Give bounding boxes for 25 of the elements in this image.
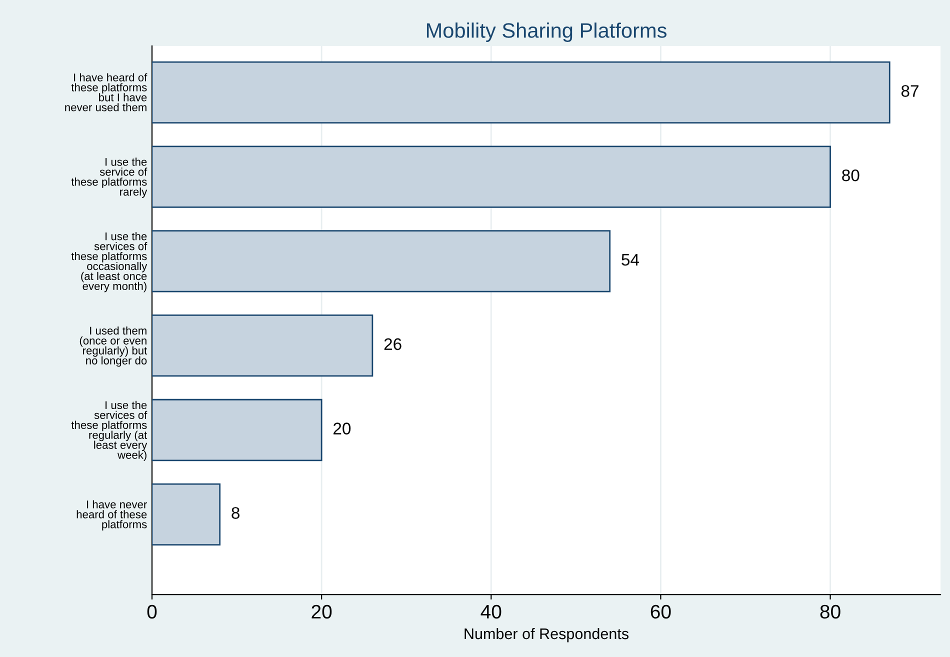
bar (152, 146, 831, 208)
x-tick-label: 80 (820, 604, 840, 619)
y-tick-label: I used them (once or even regularly) but no longer do (80, 326, 148, 367)
data-label: 8 (232, 507, 240, 519)
x-tick-label: 20 (312, 604, 332, 619)
x-tick-label: 40 (480, 604, 502, 619)
bar (152, 398, 322, 462)
data-label: 80 (842, 169, 860, 182)
chart-title: Mobility Sharing Platforms (426, 22, 666, 42)
data-label: 20 (334, 422, 351, 434)
x-tick-label: 0 (147, 604, 157, 619)
data-label: 26 (384, 338, 402, 350)
x-tick-label: 60 (650, 604, 671, 619)
y-tick-label: I have never heard of these platforms (76, 500, 147, 530)
y-tick-label: I have heard of these platforms but I have never used them (65, 73, 148, 112)
x-axis-title: Number of Respondents (464, 628, 629, 642)
y-tick-label: I use the services of these platforms regularly (at least every week) (71, 400, 148, 462)
bar (152, 61, 890, 124)
bar (152, 230, 611, 292)
y-tick-label: I use the service of these platforms rarely (71, 158, 148, 198)
bar (152, 314, 374, 377)
data-label: 87 (901, 85, 918, 97)
y-tick-label: I use the services of these platforms occasionally (at least once every month) (71, 232, 148, 292)
data-label: 54 (622, 254, 639, 266)
bar (152, 483, 221, 546)
